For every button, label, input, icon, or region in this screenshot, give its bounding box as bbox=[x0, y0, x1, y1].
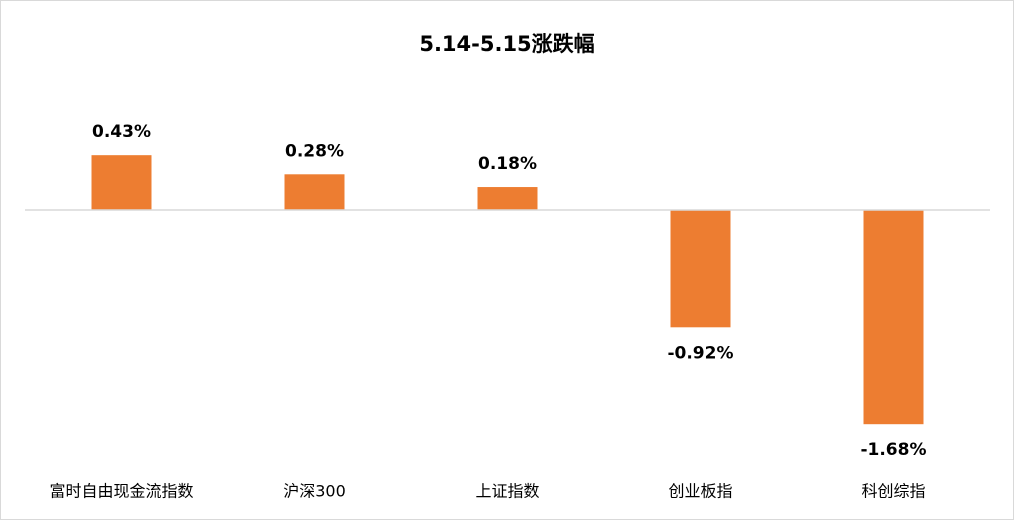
x-tick-label: 上证指数 bbox=[475, 482, 539, 501]
bar bbox=[863, 210, 924, 425]
data-label: 0.28% bbox=[285, 141, 344, 161]
data-label: -1.68% bbox=[860, 440, 926, 460]
x-tick-label: 科创综指 bbox=[861, 482, 925, 501]
bar bbox=[284, 174, 345, 210]
data-label: 0.43% bbox=[92, 122, 151, 142]
data-label: -0.92% bbox=[667, 343, 733, 363]
bar bbox=[477, 187, 538, 210]
x-tick-label: 富时自由现金流指数 bbox=[49, 482, 193, 501]
bar bbox=[670, 210, 731, 328]
data-label: 0.18% bbox=[478, 154, 537, 174]
bar bbox=[91, 155, 152, 210]
x-tick-label: 沪深300 bbox=[283, 482, 346, 501]
x-tick-label: 创业板指 bbox=[668, 482, 732, 501]
chart-title: 5.14-5.15涨跌幅 bbox=[419, 32, 594, 56]
